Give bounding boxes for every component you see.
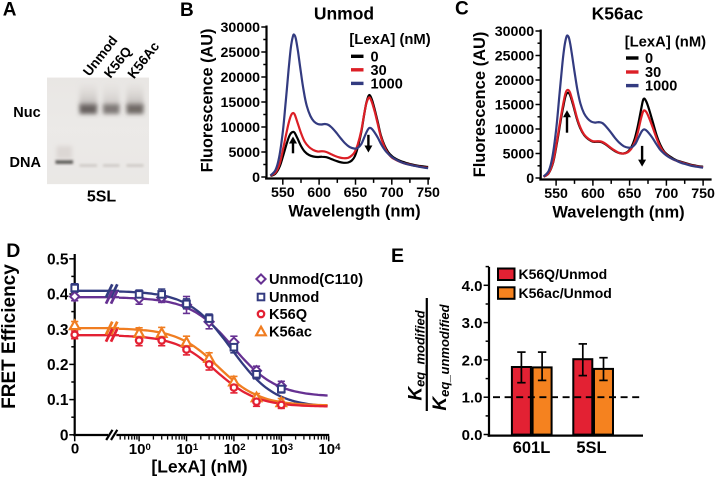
svg-text:K56ac/Unmod: K56ac/Unmod: [519, 285, 612, 301]
svg-text:5SL: 5SL: [576, 439, 606, 457]
svg-text:25000: 25000: [221, 45, 261, 61]
svg-text:0.4: 0.4: [47, 287, 69, 304]
svg-text:700: 700: [380, 185, 404, 201]
svg-text:0.0: 0.0: [462, 427, 483, 444]
svg-text:3.0: 3.0: [462, 315, 483, 332]
svg-text:1.0: 1.0: [462, 390, 483, 407]
svg-text:20000: 20000: [495, 73, 535, 89]
svg-text:E: E: [391, 245, 404, 267]
svg-text:750: 750: [416, 185, 440, 201]
svg-text:0: 0: [371, 49, 379, 65]
svg-text:Unmod(C110): Unmod(C110): [269, 272, 363, 288]
svg-text:601L: 601L: [513, 439, 551, 457]
svg-text:700: 700: [655, 186, 679, 202]
svg-text:Wavelength (nm): Wavelength (nm): [288, 203, 420, 221]
svg-text:0: 0: [71, 441, 79, 458]
svg-text:0.3: 0.3: [47, 322, 69, 339]
svg-text:5SL: 5SL: [87, 189, 117, 206]
svg-text:10000: 10000: [221, 120, 261, 136]
svg-text:K56ac: K56ac: [269, 325, 312, 341]
svg-text:600: 600: [307, 185, 331, 201]
svg-text:Unmod: Unmod: [314, 4, 374, 24]
svg-text:650: 650: [618, 186, 642, 202]
svg-text:2.0: 2.0: [462, 352, 483, 369]
svg-text:30000: 30000: [221, 20, 261, 36]
svg-text:0: 0: [645, 51, 653, 67]
svg-text:C: C: [455, 0, 469, 20]
svg-text:Wavelength (nm): Wavelength (nm): [552, 204, 684, 222]
svg-text:0: 0: [252, 170, 260, 186]
svg-text:15000: 15000: [495, 97, 535, 113]
svg-text:25000: 25000: [495, 48, 535, 64]
svg-text:K56Q: K56Q: [269, 307, 307, 323]
svg-text:Fluorescence (AU): Fluorescence (AU): [199, 29, 217, 173]
svg-text:550: 550: [544, 186, 568, 202]
svg-text:1000: 1000: [645, 79, 677, 95]
svg-text:30: 30: [371, 63, 387, 79]
svg-text:K56ac: K56ac: [592, 4, 644, 24]
svg-text:DNA: DNA: [10, 155, 42, 171]
svg-text:650: 650: [344, 185, 368, 201]
svg-text:550: 550: [271, 185, 295, 201]
svg-text:0.1: 0.1: [47, 392, 69, 409]
svg-text:K56Q/Unmod: K56Q/Unmod: [519, 266, 608, 282]
svg-text:20000: 20000: [221, 70, 261, 86]
svg-text:600: 600: [581, 186, 605, 202]
svg-text:[LexA] (nM): [LexA] (nM): [625, 35, 706, 51]
svg-text:103: 103: [271, 441, 293, 458]
svg-text:100: 100: [129, 441, 151, 458]
svg-text:Unmod: Unmod: [269, 290, 319, 306]
svg-text:1000: 1000: [371, 76, 403, 92]
svg-text:4.0: 4.0: [462, 278, 483, 295]
svg-text:30000: 30000: [495, 24, 535, 40]
svg-text:FRET Efficiency: FRET Efficiency: [0, 264, 20, 409]
svg-text:D: D: [6, 240, 20, 262]
svg-text:[LexA] (nM): [LexA] (nM): [151, 457, 247, 477]
svg-text:750: 750: [691, 186, 715, 202]
svg-text:5000: 5000: [503, 146, 535, 162]
svg-text:Nuc: Nuc: [13, 105, 40, 121]
svg-text:0: 0: [60, 427, 69, 444]
svg-text:102: 102: [224, 441, 246, 458]
svg-text:A: A: [3, 0, 17, 20]
svg-text:5000: 5000: [228, 145, 260, 161]
svg-text:15000: 15000: [221, 95, 261, 111]
svg-text:10000: 10000: [495, 122, 535, 138]
svg-text:Fluorescence (AU): Fluorescence (AU): [471, 32, 489, 178]
svg-text:0.2: 0.2: [47, 357, 69, 374]
svg-text:0: 0: [526, 171, 534, 187]
svg-text:30: 30: [645, 65, 661, 81]
svg-text:[LexA] (nM): [LexA] (nM): [349, 32, 430, 48]
svg-text:B: B: [180, 0, 194, 21]
svg-text:0.5: 0.5: [47, 251, 69, 268]
